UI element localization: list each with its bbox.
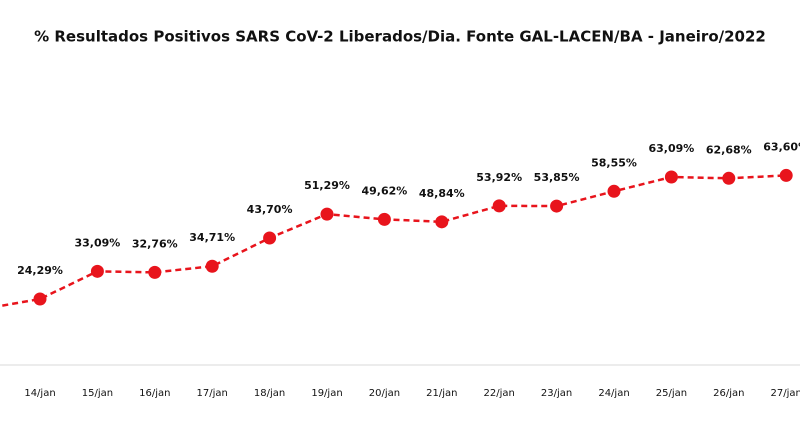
x-tick-label: 19/jan	[311, 388, 342, 399]
data-label: 49,62%	[361, 184, 407, 197]
data-label: 62,68%	[706, 143, 752, 156]
data-label: 33,09%	[74, 236, 120, 249]
data-point	[205, 259, 219, 273]
x-tick-label: 18/jan	[254, 388, 285, 399]
x-tick-label: 24/jan	[598, 388, 629, 399]
x-tick-label: 27/jan	[771, 388, 800, 399]
data-label: 63,09%	[648, 142, 694, 155]
data-point	[435, 215, 449, 229]
data-point	[33, 292, 47, 306]
chart-title: % Resultados Positivos SARS CoV-2 Libera…	[34, 28, 766, 46]
data-point	[664, 170, 678, 184]
data-label: 51,29%	[304, 179, 350, 192]
x-tick-label: 26/jan	[713, 388, 744, 399]
data-label: 43,70%	[247, 203, 293, 216]
x-tick-label: 25/jan	[656, 388, 687, 399]
x-tick-label: 20/jan	[369, 388, 400, 399]
data-point	[377, 212, 391, 226]
data-label: 63,60%	[763, 140, 800, 153]
data-label: 24,29%	[17, 264, 63, 277]
x-tick-label: 23/jan	[541, 388, 572, 399]
data-point	[263, 231, 277, 245]
data-point	[148, 265, 162, 279]
data-point	[607, 184, 621, 198]
data-label: 58,55%	[591, 156, 637, 169]
data-point	[492, 199, 506, 213]
data-label: 32,76%	[132, 237, 178, 250]
data-point	[90, 264, 104, 278]
data-point	[320, 207, 334, 221]
data-label: 48,84%	[419, 187, 465, 200]
data-point	[722, 171, 736, 185]
x-tick-label: 21/jan	[426, 388, 457, 399]
data-label: 53,85%	[534, 171, 580, 184]
x-tick-label: 15/jan	[82, 388, 113, 399]
x-tick-label: 14/jan	[24, 388, 55, 399]
x-tick-label: 17/jan	[197, 388, 228, 399]
data-point	[779, 168, 793, 182]
data-point	[550, 199, 564, 213]
x-tick-label: 22/jan	[484, 388, 515, 399]
x-tick-label: 16/jan	[139, 388, 170, 399]
data-label: 53,92%	[476, 171, 522, 184]
data-label: 34,71%	[189, 231, 235, 244]
